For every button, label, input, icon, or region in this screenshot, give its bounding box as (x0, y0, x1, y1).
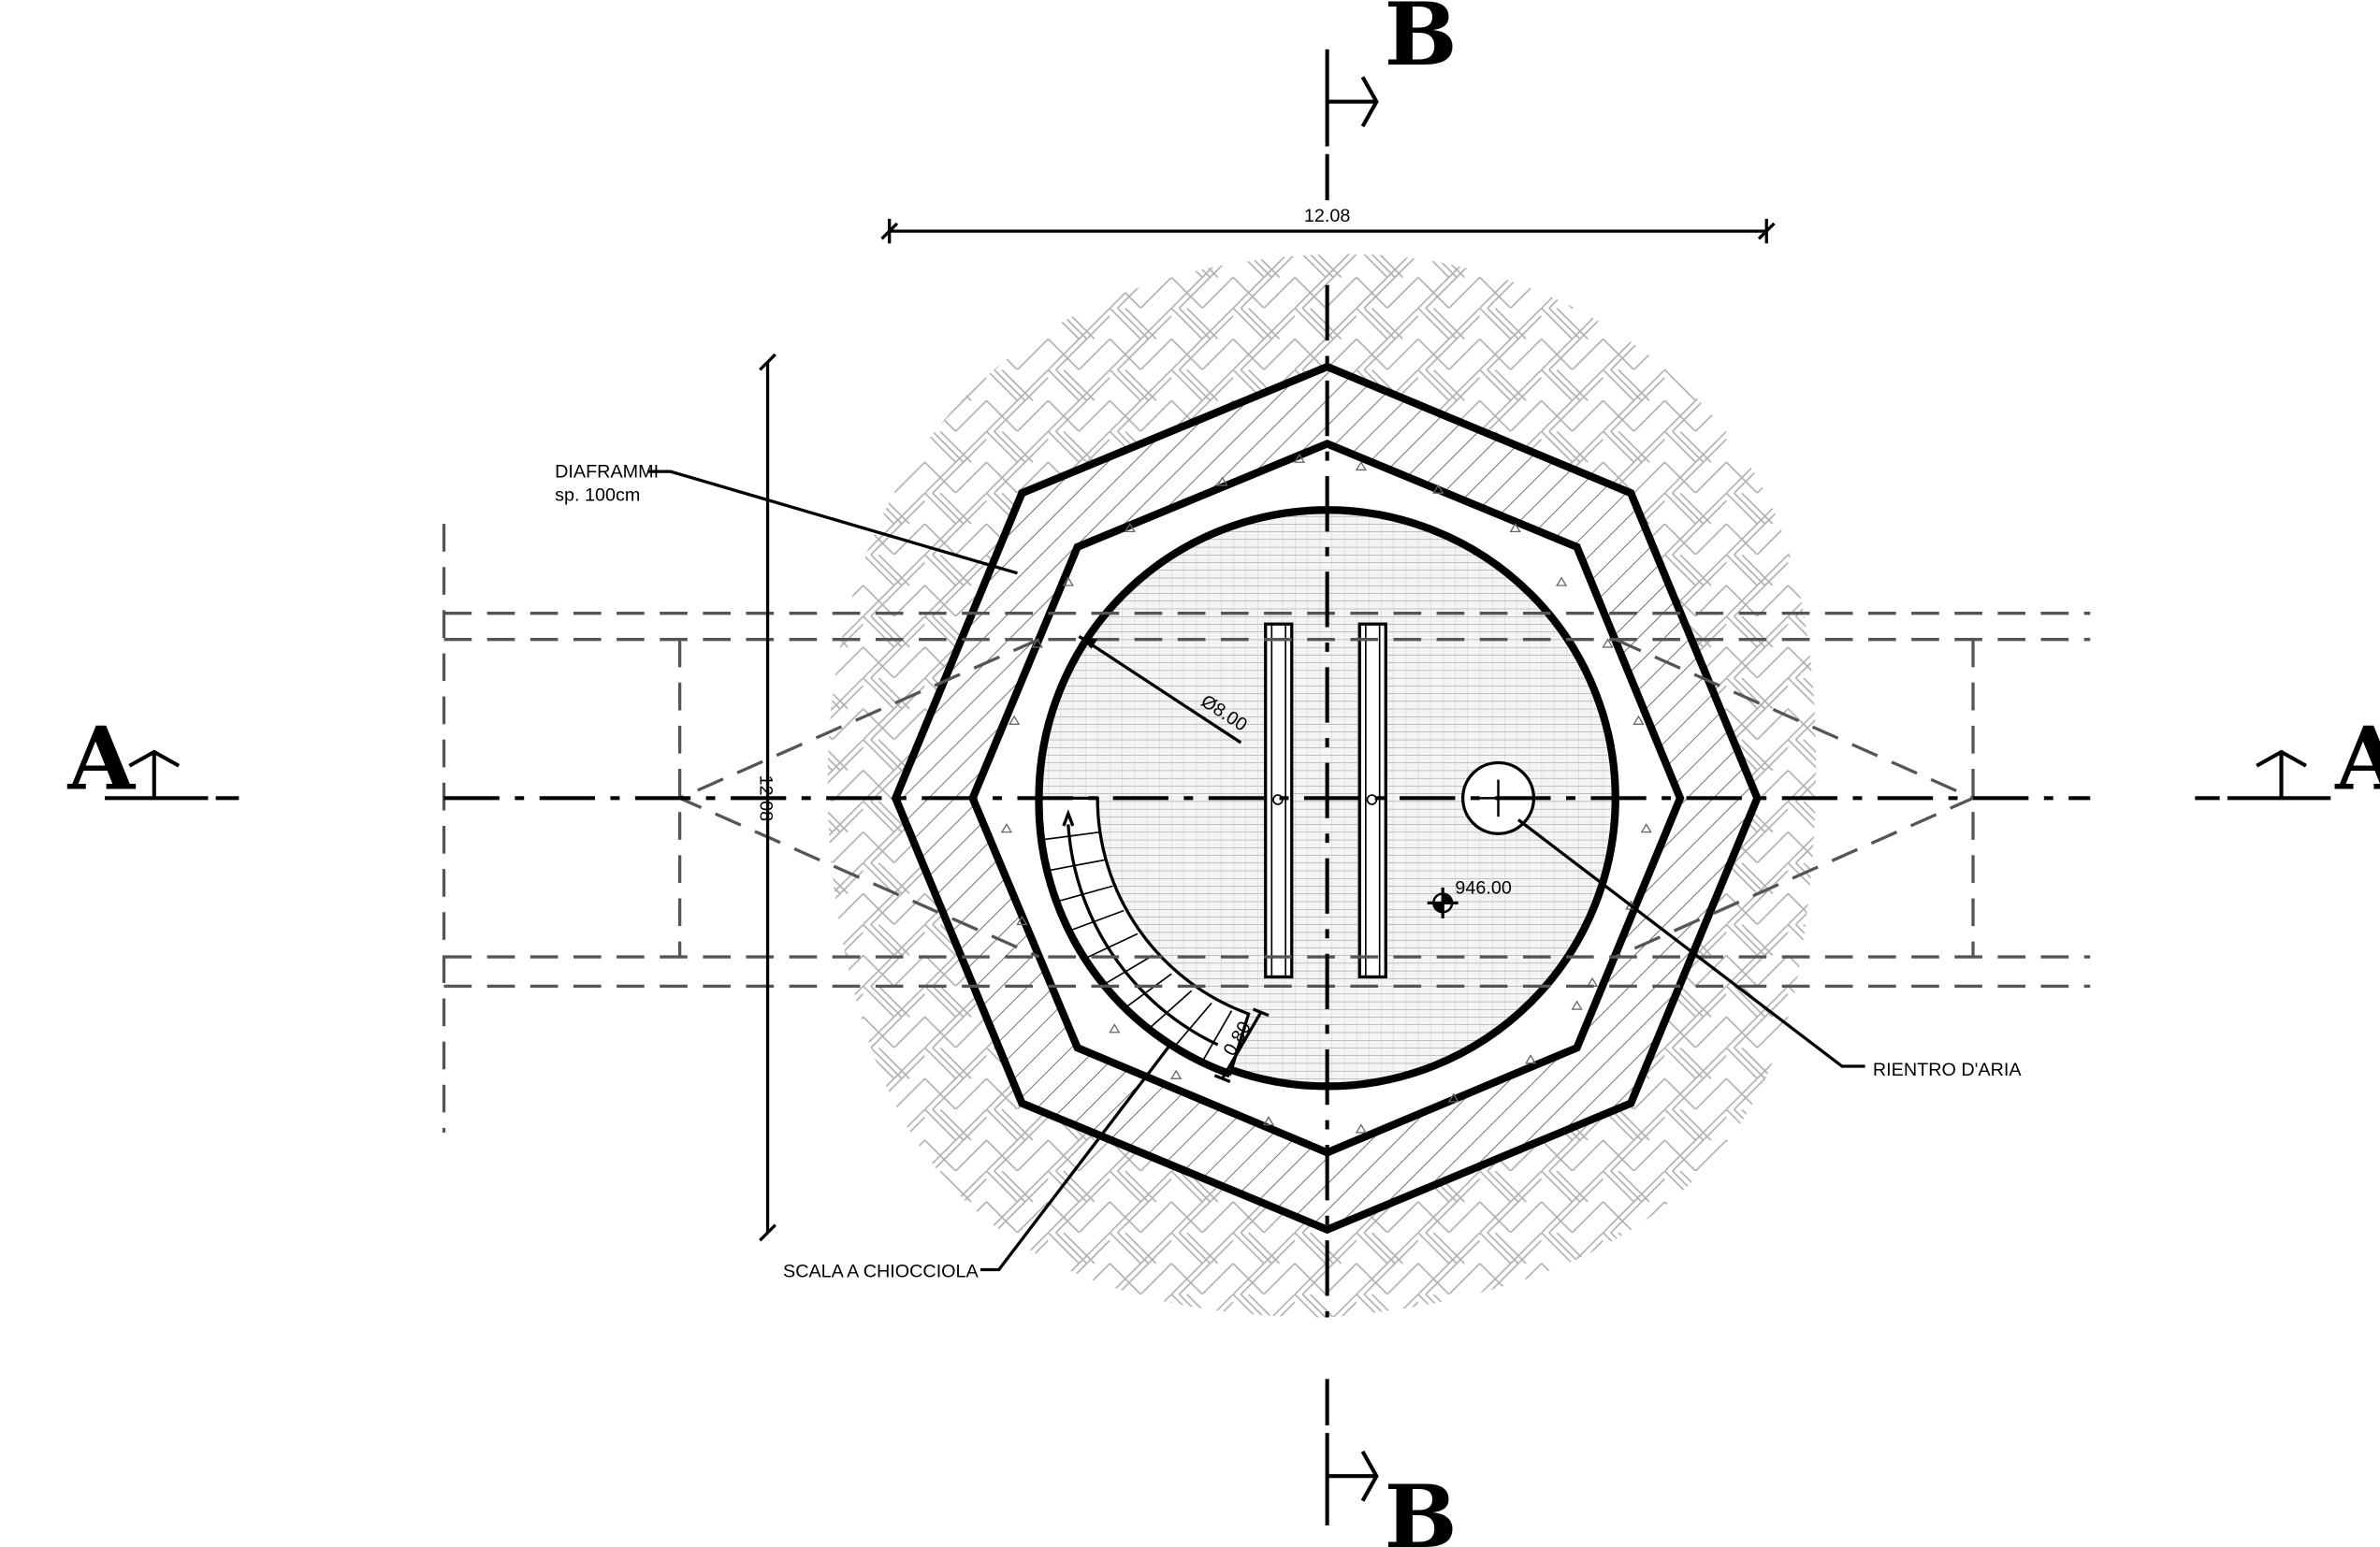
section-marker-a-left (105, 749, 239, 801)
diameter-dimension (1078, 635, 1242, 745)
section-marker-b-bottom (1325, 1433, 1379, 1525)
elevation-marker (1427, 887, 1458, 918)
height-dimension (759, 353, 776, 1242)
diaphragm-label-line1: DIAFRAMMI (555, 462, 659, 483)
width-dimension (880, 218, 1776, 244)
stair-width-dimension (1213, 1007, 1270, 1084)
section-label-a-right: A (2334, 707, 2380, 809)
beam-left (1264, 622, 1294, 979)
elevation-label: 946.00 (1455, 877, 1511, 898)
center-axes (443, 153, 2091, 1425)
spiral-staircase (1035, 796, 1251, 1078)
section-label-a-left: A (66, 707, 136, 809)
spiral-stair-label: SCALA A CHIOCCIOLA (783, 1262, 980, 1282)
section-label-b-top: B (1385, 0, 1458, 85)
section-marker-b-top (1325, 49, 1379, 147)
leader-lines (647, 470, 1865, 1272)
section-label-b-bottom: B (1385, 1466, 1458, 1547)
height-dimension-label: 12.08 (755, 775, 776, 821)
section-marker-a-right (2195, 749, 2331, 801)
air-return-label: RIENTRO D'ARIA (1873, 1060, 2022, 1080)
width-dimension-label: 12.08 (1304, 206, 1350, 226)
tunnel-outlines (442, 524, 2091, 1133)
diaphragm-label-line2: sp. 100cm (555, 484, 640, 505)
beam-right (1357, 622, 1387, 979)
